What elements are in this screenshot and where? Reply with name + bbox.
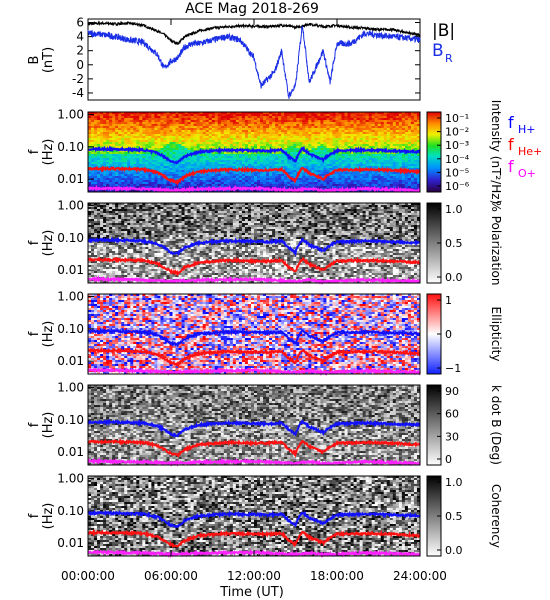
colorbar-tick-label: 10⁻³ xyxy=(445,139,469,152)
field-ylabel-unit: (nT) xyxy=(41,47,56,73)
freq-ylabel-unit: (Hz) xyxy=(41,139,56,166)
legend-B-magnitude: |B| xyxy=(432,21,455,41)
y-tick-label: -2 xyxy=(72,72,84,86)
colorbar-tick-label: 10⁻⁶ xyxy=(445,180,470,193)
chart-title: ACE Mag 2018-269 xyxy=(185,1,319,17)
colorbar-tick-label: 10⁻⁴ xyxy=(445,153,470,166)
colorbar xyxy=(427,112,441,192)
colorbar-tick-label: 10⁻² xyxy=(445,126,469,139)
panel-polarization xyxy=(88,203,420,283)
panel-intensity xyxy=(88,112,420,192)
colorbar-label: Intensity (nT²/Hz) xyxy=(489,100,503,205)
y-tick-label: 4 xyxy=(76,30,84,44)
freq-tick-label: 1.00 xyxy=(57,108,84,122)
field-ylabel: B xyxy=(27,56,42,65)
freq-ylabel: f xyxy=(27,149,42,154)
y-tick-label: 0 xyxy=(76,58,84,72)
freq-tick-label: 0.10 xyxy=(57,140,84,154)
y-tick-label: -4 xyxy=(72,86,84,100)
y-tick-label: 6 xyxy=(76,16,84,30)
freq-tick-label: 0.01 xyxy=(57,172,84,186)
y-tick-label: 2 xyxy=(76,44,84,58)
legend-B: B xyxy=(432,41,444,61)
colorbar-tick-label: 10⁻¹ xyxy=(445,112,469,125)
colorbar-tick-label: 10⁻⁵ xyxy=(445,166,469,179)
legend-R-subscript: R xyxy=(445,52,453,65)
